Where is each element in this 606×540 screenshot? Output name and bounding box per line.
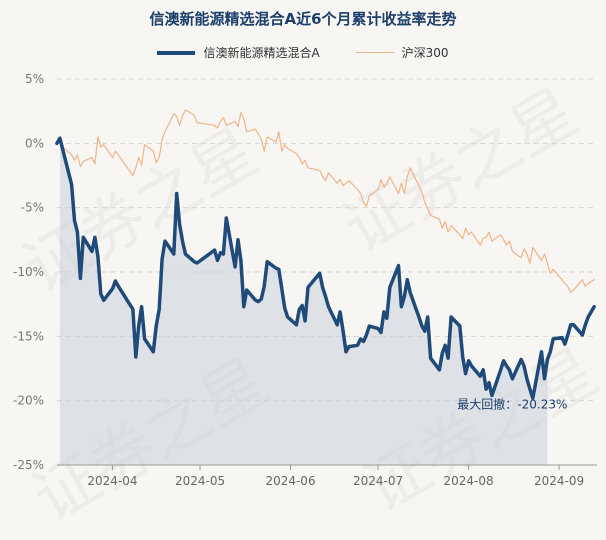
y-tick-label: -15% xyxy=(13,329,44,343)
y-tick-label: 5% xyxy=(25,72,44,86)
series-line-index xyxy=(56,109,595,294)
x-tick-label: 2024-06 xyxy=(265,474,315,488)
legend-swatch-index xyxy=(355,52,394,53)
axis-layer: 5% 0% -5% -10% -15% -20% -25% 2024-04 2024-05 202… xyxy=(13,72,597,488)
series-line-fund xyxy=(55,136,596,400)
x-tick-label: 2024-08 xyxy=(443,474,493,488)
y-tick-label: -5% xyxy=(21,201,44,215)
x-tick-label: 2024-07 xyxy=(353,474,403,488)
y-tick-label: -20% xyxy=(13,394,44,408)
series-layer xyxy=(55,109,596,400)
legend-label-index: 沪深300 xyxy=(401,46,449,60)
y-tick-label: -10% xyxy=(13,265,44,279)
y-tick-label: -25% xyxy=(13,458,44,472)
annotation-layer: 最大回撤：-20.23% xyxy=(457,396,567,411)
chart-canvas: 5% 0% -5% -10% -15% -20% -25% 2024-04 2024-05 202… xyxy=(13,72,597,488)
legend-item-index[interactable]: 沪深300 xyxy=(355,44,449,61)
drawdown-shade-layer xyxy=(59,138,548,465)
legend-label-fund: 信澳新能源精选混合A xyxy=(203,46,320,60)
x-tick-label: 2024-04 xyxy=(87,474,137,488)
y-tick-label: 0% xyxy=(25,136,44,150)
chart-title: 信澳新能源精选混合A近6个月累计收益率走势 xyxy=(149,10,457,28)
legend: 信澳新能源精选混合A 沪深300 xyxy=(0,44,606,61)
max-drawdown-label: 最大回撤：-20.23% xyxy=(457,396,567,411)
x-tick-label: 2024-09 xyxy=(534,474,584,488)
legend-swatch-fund xyxy=(157,50,196,55)
legend-item-fund[interactable]: 信澳新能源精选混合A xyxy=(157,44,320,61)
drawdown-area xyxy=(59,138,548,465)
x-tick-label: 2024-05 xyxy=(175,474,225,488)
